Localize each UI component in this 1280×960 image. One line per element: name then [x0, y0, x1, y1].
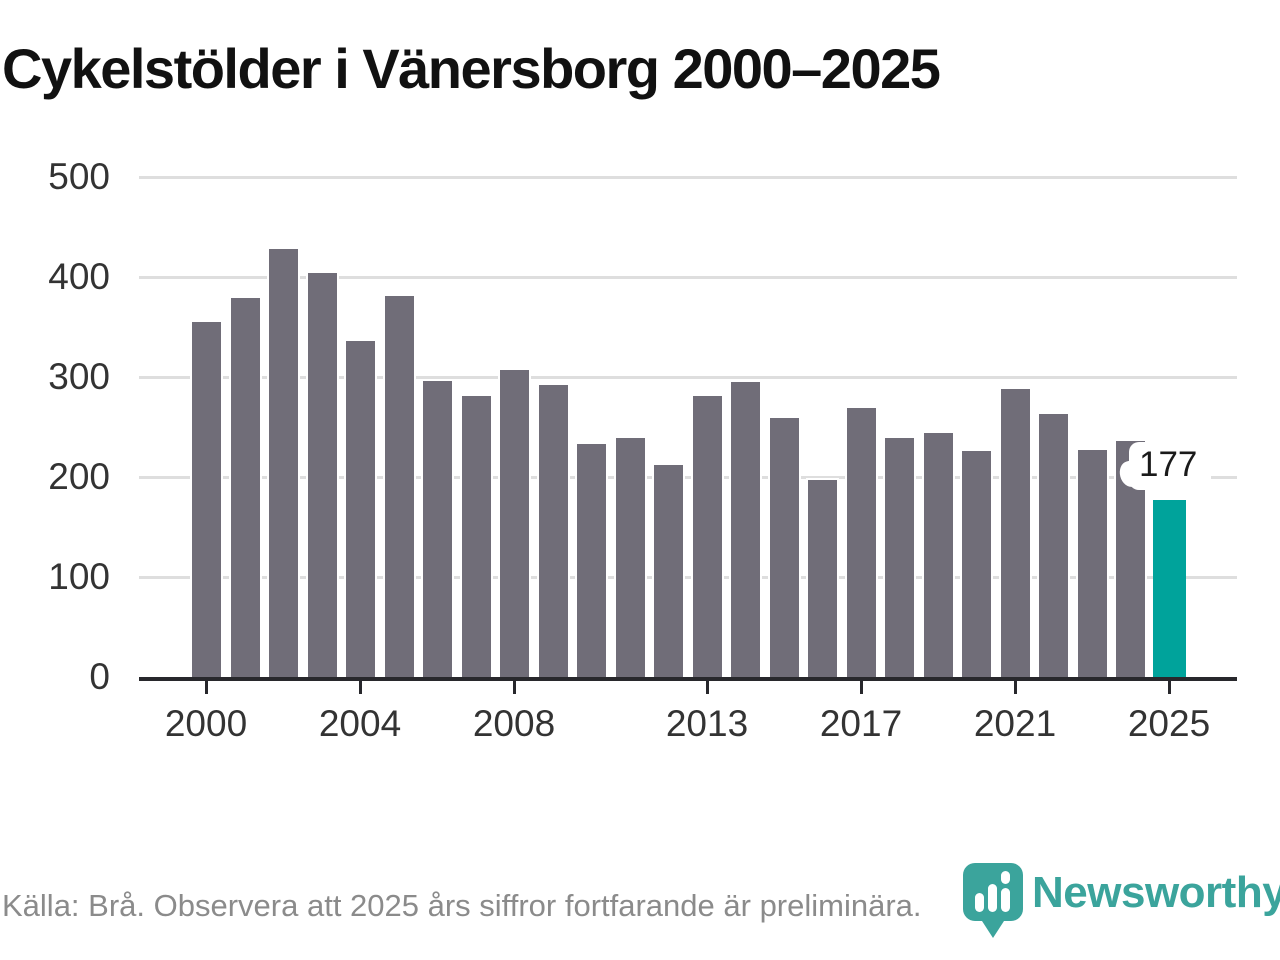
- bar-2008: [498, 368, 531, 679]
- y-tick-label-400: 400: [48, 256, 110, 297]
- bar-2016: [806, 478, 839, 679]
- x-tick-label-2013: 2013: [665, 703, 749, 744]
- gridline-400: [139, 276, 1237, 279]
- x-tick-2000: [205, 681, 208, 694]
- bar-2003: [306, 271, 339, 679]
- bar-2001: [229, 296, 262, 679]
- x-tick-2021: [1014, 681, 1017, 694]
- bar-2019: [922, 431, 955, 679]
- gridline-200: [139, 476, 1237, 479]
- bar-2022: [1037, 412, 1070, 679]
- bar-2015: [768, 416, 801, 679]
- x-tick-label-2025: 2025: [1127, 703, 1211, 744]
- y-tick-label-100: 100: [48, 556, 110, 597]
- bar-2020: [960, 449, 993, 679]
- x-tick-2008: [513, 681, 516, 694]
- bar-2011: [614, 436, 647, 679]
- bar-2018: [883, 436, 916, 679]
- bar-2014: [729, 380, 762, 679]
- x-tick-label-2004: 2004: [318, 703, 402, 744]
- x-tick-label-2017: 2017: [819, 703, 903, 744]
- bar-2004: [344, 339, 377, 679]
- gridline-300: [139, 376, 1237, 379]
- bar-2009: [537, 383, 570, 679]
- value-callout: 177: [1129, 442, 1212, 490]
- value-callout-label: 177: [1139, 445, 1198, 484]
- bar-2025: [1153, 500, 1186, 679]
- x-tick-2013: [706, 681, 709, 694]
- y-tick-label-0: 0: [89, 656, 110, 697]
- bar-2021: [999, 387, 1032, 679]
- source-note: Källa: Brå. Observera att 2025 års siffr…: [2, 888, 922, 923]
- y-tick-label-500: 500: [48, 156, 110, 197]
- y-tick-label-300: 300: [48, 356, 110, 397]
- bar-2017: [845, 406, 878, 679]
- x-tick-label-2000: 2000: [164, 703, 248, 744]
- bar-2013: [691, 394, 724, 679]
- bar-2002: [267, 247, 300, 679]
- bar-2000: [190, 320, 223, 679]
- newsworthy-bubble-chart-icon: [963, 863, 1023, 938]
- gridline-500: [139, 176, 1237, 179]
- bar-2023: [1076, 448, 1109, 679]
- newsworthy-wordmark: Newsworthy: [1032, 868, 1280, 917]
- x-tick-label-2021: 2021: [973, 703, 1057, 744]
- x-tick-label-2008: 2008: [472, 703, 556, 744]
- bar-2005: [383, 294, 416, 679]
- bar-2006: [421, 379, 454, 679]
- x-tick-2017: [860, 681, 863, 694]
- bar-2007: [460, 394, 493, 679]
- x-axis-line: [139, 677, 1237, 681]
- bar-2012: [652, 463, 685, 679]
- x-tick-2004: [359, 681, 362, 694]
- x-tick-2025: [1168, 681, 1171, 694]
- bar-2010: [575, 442, 608, 679]
- gridline-100: [139, 576, 1237, 579]
- y-tick-label-200: 200: [48, 456, 110, 497]
- chart-title: Cykelstölder i Vänersborg 2000–2025: [2, 37, 941, 100]
